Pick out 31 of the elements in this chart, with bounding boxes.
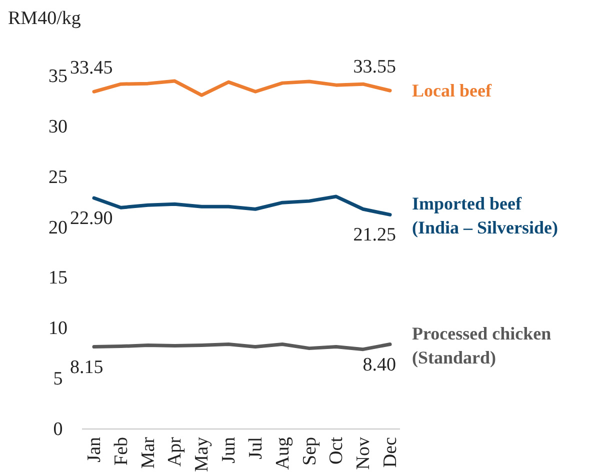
data-label: 21.25: [353, 224, 396, 246]
series-label: Imported beef (India – Silverside): [412, 194, 558, 238]
x-tick-label: Nov: [353, 436, 374, 470]
x-tick-label: Apr: [164, 436, 186, 467]
x-tick-label: Sep: [299, 437, 320, 466]
y-tick-label: 15: [48, 268, 68, 289]
data-label: 33.45: [70, 58, 113, 79]
y-tick-label: 20: [48, 217, 68, 238]
y-tick-label: 10: [48, 318, 68, 340]
data-label: 8.40: [362, 354, 396, 376]
series-label: Local beef: [412, 80, 492, 101]
x-tick-label: Jun: [218, 436, 240, 464]
x-tick-label: Feb: [110, 437, 132, 466]
y-tick-label: 30: [48, 116, 68, 138]
y-tick-label: 35: [48, 66, 68, 87]
x-tick-label: Aug: [272, 436, 294, 470]
x-tick-label: Jul: [245, 437, 266, 460]
x-tick-label: May: [192, 436, 213, 472]
x-tick-label: Mar: [138, 436, 159, 469]
data-label: 8.15: [70, 356, 104, 378]
line-series: [92, 79, 392, 97]
x-tick-label: Oct: [326, 436, 348, 464]
x-tick-label: Dec: [380, 437, 401, 468]
data-label: 22.90: [70, 208, 113, 230]
x-tick-label: Jan: [84, 436, 105, 462]
y-tick-label: 5: [53, 368, 63, 390]
data-label: 33.55: [353, 56, 396, 78]
series-label: Processed chicken (Standard): [412, 323, 552, 368]
y-axis-title: RM40/kg: [8, 8, 82, 29]
y-tick-label: 0: [53, 419, 63, 440]
y-tick-label: 25: [48, 166, 68, 188]
